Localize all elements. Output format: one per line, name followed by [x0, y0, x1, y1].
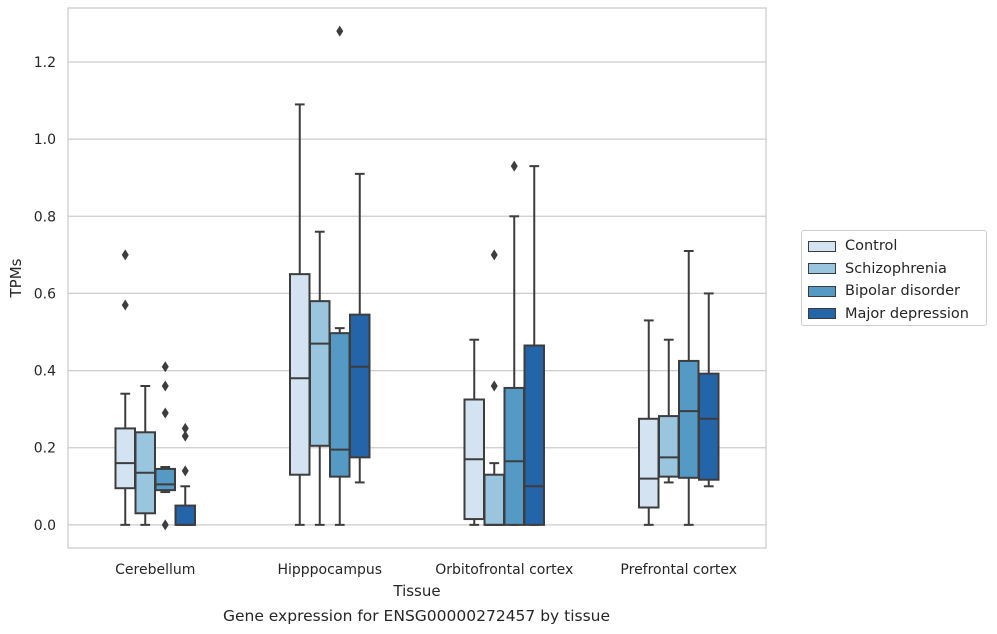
box-0-0: [114, 249, 136, 526]
box-1-3: [349, 172, 371, 484]
y-tick-label: 0.8: [34, 209, 56, 225]
y-tick-labels: 0.0 0.2 0.4 0.6 0.8 1.0 1.2: [34, 55, 56, 534]
box-body: [698, 372, 720, 481]
box-2-3: [523, 165, 545, 526]
outlier-point: [161, 361, 169, 373]
y-tick-label: 1.0: [34, 132, 56, 148]
legend-swatch: [808, 285, 836, 297]
y-tick-label: 0.4: [34, 364, 56, 380]
box-body: [523, 344, 545, 526]
legend-label: Major depression: [845, 305, 969, 322]
legend: Control Schizophrenia Bipolar disorder Majo…: [801, 230, 987, 326]
x-tick-label: Cerebellum: [115, 562, 195, 578]
box-body: [638, 417, 660, 509]
box-body: [483, 473, 505, 526]
box-3-3: [698, 292, 720, 488]
box-body: [289, 273, 311, 476]
legend-swatch: [808, 240, 836, 252]
box-series: [114, 25, 720, 531]
box-body: [174, 504, 196, 526]
box-3-1: [658, 338, 680, 484]
outlier-point: [490, 380, 498, 392]
y-tick-label: 0.2: [34, 441, 56, 457]
outlier-point: [161, 519, 169, 531]
y-tick-label: 0.0: [34, 518, 56, 534]
outlier-point: [121, 249, 129, 261]
legend-label: Bipolar disorder: [845, 283, 960, 299]
outlier-point: [490, 249, 498, 261]
box-body: [503, 386, 525, 526]
box-body: [309, 300, 331, 447]
box-body: [114, 427, 136, 490]
outlier-point: [181, 465, 189, 477]
box-0-3: [174, 422, 196, 526]
legend-item: Control: [808, 236, 897, 256]
box-2-1: [483, 249, 505, 526]
outlier-point: [161, 407, 169, 419]
outlier-point: [181, 430, 189, 442]
y-tick-label: 1.2: [34, 55, 56, 71]
box-body: [154, 467, 176, 492]
box-body: [678, 359, 700, 479]
box-1-2: [329, 25, 351, 526]
box-body: [329, 332, 351, 478]
y-axis-title: TPMs: [7, 258, 25, 298]
legend-item: Bipolar disorder: [808, 281, 960, 301]
chart-caption: Gene expression for ENSG00000272457 by t…: [222, 607, 611, 625]
box-0-2: [154, 361, 176, 531]
box-1-0: [289, 103, 311, 526]
outlier-point: [181, 422, 189, 434]
outlier-point: [510, 160, 518, 172]
outlier-point: [336, 25, 344, 37]
y-tick-label: 0.6: [34, 286, 56, 302]
x-tick-label: Hipppocampus: [277, 562, 382, 578]
legend-swatch: [808, 263, 836, 274]
outlier-point: [161, 380, 169, 392]
legend-item: Schizophrenia: [808, 259, 947, 279]
box-body: [658, 415, 680, 478]
x-axis-title: Tissue: [392, 582, 440, 600]
x-tick-label: Prefrontal cortex: [620, 562, 737, 578]
box-2-0: [463, 338, 485, 526]
legend-item: Major depression: [808, 304, 969, 324]
box-2-2: [503, 160, 525, 526]
box-body: [349, 313, 371, 459]
x-tick-labels: Cerebellum Hipppocampus Orbitofrontal cort…: [115, 562, 737, 578]
legend-swatch: [808, 308, 836, 319]
legend-label: Schizophrenia: [845, 260, 947, 277]
legend-label: Control: [845, 238, 898, 254]
x-tick-label: Orbitofrontal cortex: [435, 562, 573, 578]
outlier-point: [121, 299, 129, 311]
